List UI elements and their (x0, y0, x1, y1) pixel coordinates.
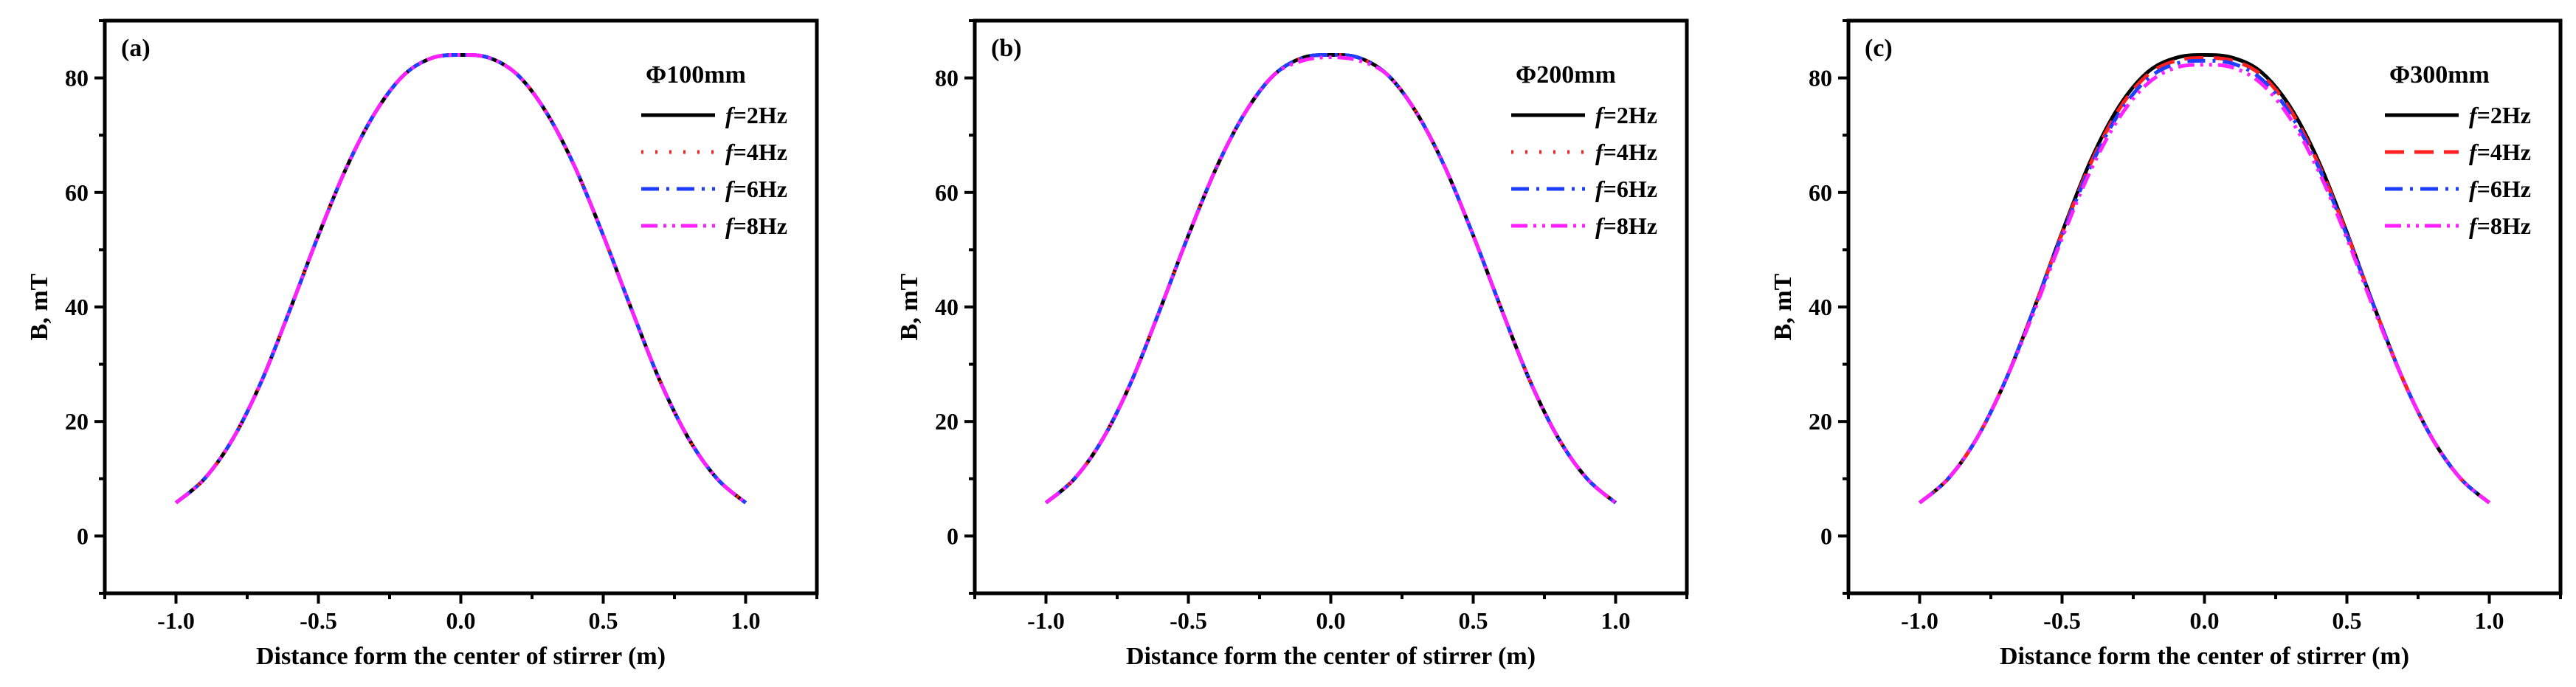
x-tick-label: -1.0 (157, 607, 195, 634)
y-tick-label: 0 (947, 522, 959, 549)
y-axis-label: B, mT (896, 273, 923, 340)
x-tick-label: 0.5 (589, 607, 618, 634)
y-tick-label: 40 (1809, 294, 1832, 320)
plot-frame (1846, 18, 2563, 595)
series-line-3 (1918, 58, 2491, 505)
y-tick-label: 60 (1809, 179, 1832, 206)
series-line-4 (1918, 63, 2491, 505)
y-tick-label: 80 (935, 65, 959, 92)
y-tick-label: 60 (65, 179, 89, 206)
x-axis-label: Distance form the center of stirrer (m) (2000, 643, 2409, 670)
panel-label: (c) (1865, 35, 1893, 62)
y-axis-label: B, mT (26, 273, 53, 340)
y-tick-label: 40 (935, 294, 959, 320)
x-tick-label: -1.0 (1901, 607, 1938, 634)
y-axis-label: B, mT (1769, 273, 1797, 340)
y-tick-label: 60 (935, 179, 959, 206)
legend-entry-label: f=6Hz (725, 176, 787, 202)
x-tick-label: -1.0 (1027, 607, 1065, 634)
y-tick-label: 0 (1820, 522, 1832, 549)
plot-frame (973, 18, 1689, 595)
panel-label: (b) (991, 35, 1022, 62)
legend: Φ200mm f=2Hz f=4Hz f=6Hz f=8Hz (1511, 61, 1657, 239)
x-axis-label: Distance form the center of stirrer (m) (1126, 643, 1536, 670)
y-tick-label: 80 (65, 65, 89, 92)
x-tick-label: 0.0 (446, 607, 476, 634)
y-tick-label: 20 (65, 408, 89, 435)
legend-entry-label: f=2Hz (1595, 102, 1657, 128)
series-line-4 (1044, 55, 1617, 505)
x-tick-label: 0.0 (1316, 607, 1346, 634)
legend: Φ300mm f=2Hz f=4Hz f=6Hz f=8Hz (2385, 61, 2531, 239)
series-line-3 (174, 53, 747, 505)
y-tick-label: 20 (1809, 408, 1832, 435)
series-line-2 (174, 53, 747, 505)
series-line-3 (1044, 53, 1617, 505)
legend-entry-label: f=2Hz (725, 102, 787, 128)
x-tick-label: 0.0 (2190, 607, 2220, 634)
y-tick-label: 80 (1809, 65, 1832, 92)
legend-entry-label: f=4Hz (1595, 139, 1657, 165)
series-line-4 (174, 53, 747, 505)
x-axis-label: Distance form the center of stirrer (m) (256, 643, 666, 670)
series-line-2 (1918, 55, 2491, 505)
legend-entry-label: f=8Hz (2469, 213, 2531, 239)
x-tick-label: -0.5 (2043, 607, 2081, 634)
legend-entry-label: f=8Hz (1595, 213, 1657, 239)
legend-entry-label: f=6Hz (2469, 176, 2531, 202)
legend-entry-label: f=6Hz (1595, 176, 1657, 202)
chart-panel-1: -1.0 -0.5 0.0 0.5 1.0 0 20 40 60 80 Distance form … (26, 18, 819, 670)
chart-panel-2: -1.0 -0.5 0.0 0.5 1.0 0 20 40 60 80 Distance form … (896, 18, 1689, 670)
x-tick-label: 1.0 (2475, 607, 2504, 634)
legend-title: Φ200mm (1516, 61, 1616, 89)
legend: Φ100mm f=2Hz f=4Hz f=6Hz f=8Hz (641, 61, 787, 239)
panel-label: (a) (121, 35, 151, 62)
series-line-1 (1918, 53, 2491, 505)
x-tick-label: 0.5 (2332, 607, 2362, 634)
x-tick-label: 1.0 (731, 607, 761, 634)
legend-entry-label: f=4Hz (2469, 139, 2531, 165)
series-line-1 (1044, 53, 1617, 505)
plot-frame (103, 18, 819, 595)
x-tick-label: 1.0 (1601, 607, 1631, 634)
series-line-2 (1044, 53, 1617, 505)
x-tick-label: 0.5 (1459, 607, 1488, 634)
y-tick-label: 0 (77, 522, 89, 549)
y-tick-label: 20 (935, 408, 959, 435)
x-tick-label: -0.5 (300, 607, 337, 634)
y-tick-label: 40 (65, 294, 89, 320)
legend-entry-label: f=2Hz (2469, 102, 2531, 128)
series-line-1 (174, 53, 747, 505)
legend-title: Φ100mm (646, 61, 746, 89)
legend-entry-label: f=8Hz (725, 213, 787, 239)
legend-entry-label: f=4Hz (725, 139, 787, 165)
legend-title: Φ300mm (2389, 61, 2490, 89)
chart-panel-3: -1.0 -0.5 0.0 0.5 1.0 0 20 40 60 80 Distance form … (1769, 18, 2563, 670)
x-tick-label: -0.5 (1170, 607, 1207, 634)
